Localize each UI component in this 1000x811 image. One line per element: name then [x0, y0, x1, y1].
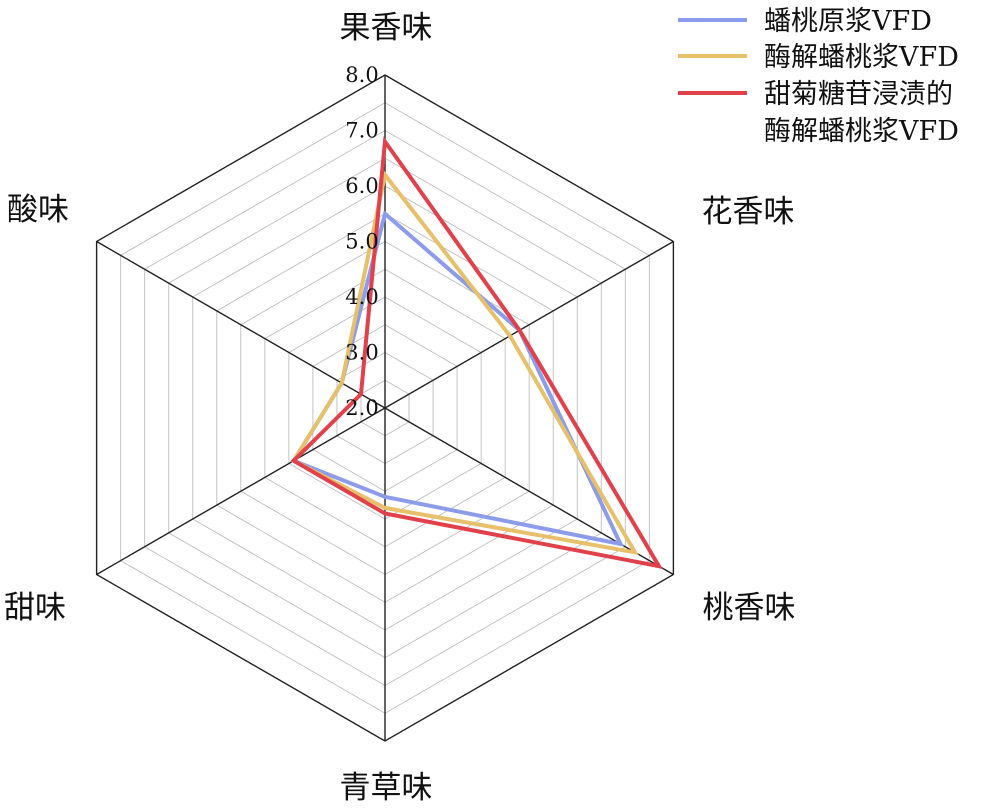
legend-label: 酶解蟠桃浆VFD [764, 42, 959, 73]
axis-label: 酸味 [7, 192, 69, 228]
axis-label: 果香味 [340, 10, 433, 46]
radar-spoke [96, 407, 386, 576]
tick-label: 2.0 [345, 396, 378, 420]
series-line-3 [290, 136, 663, 569]
axis-label: 桃香味 [703, 590, 796, 626]
axis-label: 花香味 [702, 194, 795, 230]
tick-label: 4.0 [345, 285, 378, 309]
legend-label: 蟠桃原浆VFD [764, 6, 932, 37]
radar-spoke [96, 240, 386, 409]
radar-spoke [384, 407, 674, 576]
tick-label: 5.0 [345, 230, 378, 254]
tick-label: 6.0 [345, 174, 378, 198]
legend-label: 甜菊糖苷浸渍的 [764, 79, 953, 110]
axis-label: 甜味 [4, 590, 66, 626]
radar-series [290, 136, 663, 569]
tick-label: 3.0 [345, 341, 378, 365]
radar-spokes [96, 75, 674, 741]
tick-label: 7.0 [345, 119, 378, 143]
series-line-2 [290, 170, 639, 556]
radial-tick-labels: 2.0 3.0 4.0 5.0 6.0 7.0 8.0 [345, 63, 378, 420]
axis-label: 青草味 [340, 770, 433, 806]
radar-spoke [384, 240, 674, 409]
legend-label: 酶解蟠桃浆VFD [764, 116, 959, 147]
tick-label: 8.0 [345, 63, 378, 87]
